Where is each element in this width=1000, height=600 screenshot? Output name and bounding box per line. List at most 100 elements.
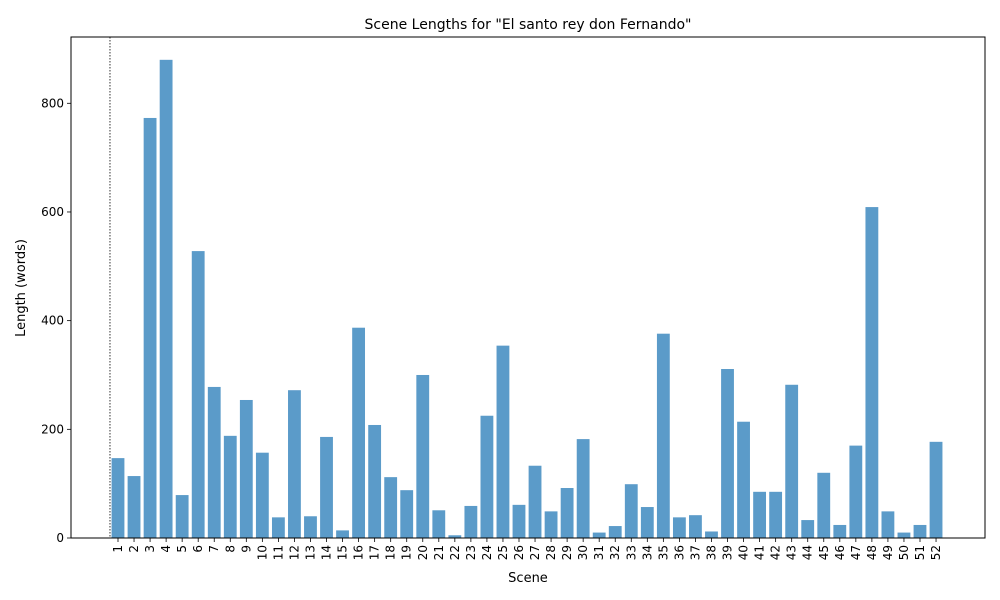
x-tick-label: 35 [656, 545, 670, 560]
bar-scene-27 [528, 465, 542, 538]
x-tick-label: 32 [608, 545, 622, 560]
bar-scene-36 [672, 517, 686, 538]
x-tick-label: 39 [721, 545, 735, 560]
x-tick-label: 1 [111, 545, 125, 553]
y-tick-label: 200 [41, 422, 64, 436]
x-tick-label: 26 [512, 545, 526, 560]
y-tick-label: 400 [41, 314, 64, 328]
x-tick-label: 18 [384, 545, 398, 560]
chart-title: Scene Lengths for "El santo rey don Fern… [365, 17, 692, 33]
bar-scene-50 [897, 532, 911, 538]
bar-scene-9 [239, 399, 253, 538]
x-tick-label: 29 [560, 545, 574, 560]
bar-scene-24 [480, 415, 494, 538]
x-tick-label: 11 [271, 545, 285, 560]
bar-scene-18 [384, 477, 398, 538]
bar-scene-28 [544, 511, 558, 538]
x-tick-label: 38 [704, 545, 718, 560]
x-tick-label: 8 [223, 545, 237, 553]
bar-scene-22 [448, 535, 462, 538]
x-tick-label: 36 [672, 545, 686, 560]
bars-group [111, 59, 943, 539]
y-tick-label: 600 [41, 205, 64, 219]
x-tick-label: 41 [753, 545, 767, 560]
x-tick-label: 7 [207, 545, 221, 553]
bar-scene-7 [207, 386, 221, 538]
x-tick-label: 52 [929, 545, 943, 560]
x-tick-label: 51 [913, 545, 927, 560]
x-tick-label: 48 [865, 545, 879, 560]
x-tick-label: 14 [320, 545, 334, 560]
bar-scene-20 [416, 374, 430, 538]
x-tick-label: 40 [737, 545, 751, 560]
bar-scene-3 [143, 117, 157, 539]
bar-scene-49 [881, 511, 895, 538]
x-tick-label: 27 [528, 545, 542, 560]
bar-scene-39 [721, 369, 734, 538]
bar-scene-26 [512, 504, 526, 538]
x-tick-label: 34 [640, 545, 654, 560]
x-tick-label: 44 [801, 545, 815, 560]
bar-scene-21 [432, 510, 446, 538]
y-tick-label: 800 [41, 96, 64, 110]
bar-scene-17 [368, 424, 382, 538]
bar-scene-29 [560, 488, 574, 538]
bar-scene-43 [785, 384, 799, 538]
bar-scene-33 [624, 484, 638, 538]
bar-scene-47 [849, 445, 863, 538]
x-tick-label: 4 [159, 545, 173, 553]
bar-scene-11 [271, 517, 285, 538]
x-tick-label: 46 [833, 545, 847, 560]
bar-scene-35 [656, 333, 670, 538]
bar-scene-30 [576, 439, 590, 538]
x-tick-label: 49 [881, 545, 895, 560]
x-tick-label: 30 [576, 545, 590, 560]
bar-scene-46 [833, 524, 847, 538]
x-tick-label: 50 [897, 545, 911, 560]
x-tick-label: 37 [688, 545, 702, 560]
bar-scene-4 [159, 59, 173, 538]
x-tick-label: 19 [400, 545, 414, 560]
bar-scene-25 [496, 345, 510, 538]
bar-scene-14 [320, 436, 333, 538]
x-tick-label: 21 [432, 545, 446, 560]
bar-scene-37 [689, 515, 702, 538]
x-tick-label: 20 [416, 545, 430, 560]
bar-scene-5 [175, 495, 189, 538]
x-tick-label: 9 [239, 545, 253, 553]
bar-scene-16 [352, 327, 366, 538]
x-tick-label: 43 [785, 545, 799, 560]
bar-scene-15 [336, 530, 349, 538]
bar-scene-38 [705, 531, 718, 538]
bar-scene-13 [304, 516, 317, 538]
bar-scene-52 [929, 441, 943, 538]
x-tick-label: 33 [624, 545, 638, 560]
bar-scene-48 [865, 207, 879, 538]
bar-scene-23 [464, 505, 478, 538]
x-tick-label: 3 [143, 545, 157, 553]
bar-scene-19 [400, 490, 414, 538]
x-tick-label: 42 [769, 545, 783, 560]
x-tick-label: 5 [175, 545, 189, 553]
bar-scene-10 [255, 452, 269, 538]
bar-scene-32 [608, 526, 622, 538]
x-axis-label: Scene [508, 571, 548, 586]
bar-scene-45 [817, 472, 831, 538]
bar-scene-12 [288, 390, 301, 538]
x-tick-label: 10 [255, 545, 269, 560]
bar-scene-42 [769, 491, 783, 538]
x-axis-ticks: 1 2 3 4 5 6 7 8 9 10 11 12 13 14 15 16 17 18 19 20 21 22 23 24 2… [111, 538, 943, 560]
y-tick-label: 0 [56, 531, 64, 545]
x-tick-label: 47 [849, 545, 863, 560]
bar-scene-1 [111, 458, 125, 538]
plot-frame [70, 36, 986, 539]
bar-scene-44 [801, 520, 815, 538]
bar-scene-2 [127, 476, 141, 538]
x-tick-label: 24 [480, 545, 494, 560]
x-tick-label: 23 [464, 545, 478, 560]
x-tick-label: 2 [127, 545, 141, 553]
x-tick-label: 17 [368, 545, 382, 560]
x-tick-label: 28 [544, 545, 558, 560]
bar-scene-6 [191, 251, 205, 538]
